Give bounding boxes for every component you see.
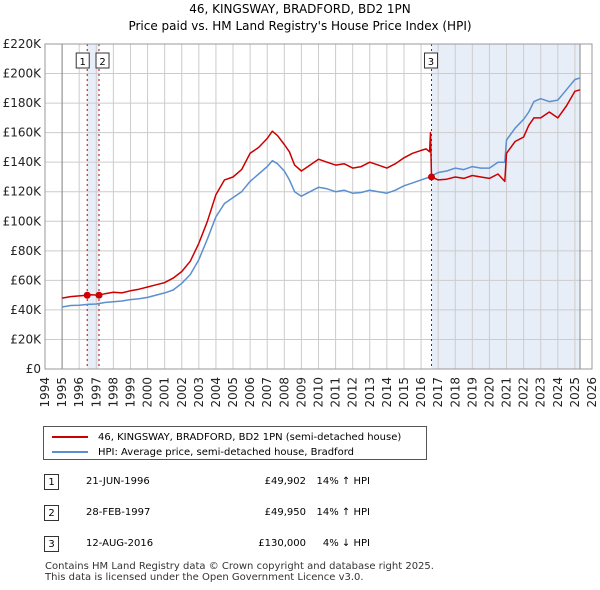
x-tick-label: 2018 (448, 377, 462, 408)
x-tick-label: 1994 (38, 377, 52, 408)
x-tick-label: 2024 (551, 377, 565, 408)
sale-hpi-diff: 14% ↑ HPI (316, 507, 370, 518)
y-tick-label: £220K (3, 37, 43, 51)
x-tick-label: 2011 (329, 377, 343, 408)
legend-item-hpi: HPI: Average price, semi-detached house,… (52, 445, 354, 459)
y-tick-label: £200K (3, 67, 43, 81)
y-tick-label: £120K (3, 185, 43, 199)
sale-hpi-diff: 4% ↓ HPI (322, 538, 370, 549)
footer-line-2: This data is licensed under the Open Gov… (45, 572, 364, 583)
sale-number-badge: 1 (44, 474, 59, 490)
sale-point (83, 291, 91, 299)
hpi-line (61, 77, 581, 308)
x-tick-label: 1998 (106, 377, 120, 408)
x-tick-label: 1995 (55, 377, 69, 408)
price-chart: 46, KINGSWAY, BRADFORD, BD2 1PN Price pa… (3, 2, 599, 408)
sale-price: £130,000 (258, 538, 306, 549)
x-tick-label: 2026 (585, 377, 599, 408)
x-tick-label: 1999 (123, 377, 137, 408)
x-tick-label: 1997 (89, 377, 103, 408)
sale-date: 12-AUG-2016 (86, 538, 154, 549)
y-tick-label: £160K (3, 126, 43, 140)
y-tick-label: £100K (3, 214, 43, 228)
y-tick-label: £180K (3, 96, 43, 110)
footer-attribution: Contains HM Land Registry data © Crown c… (45, 561, 434, 583)
y-tick-label: £60K (10, 273, 42, 287)
sale-number-label: 2 (99, 57, 105, 68)
x-tick-label: 2021 (500, 377, 514, 408)
sale-price: £49,950 (264, 507, 306, 518)
x-tick-label: 2023 (534, 377, 548, 408)
sale-number-badge: 2 (44, 505, 59, 521)
x-tick-label: 2000 (141, 377, 155, 408)
y-tick-label: £140K (3, 155, 43, 169)
x-tick-label: 2012 (346, 377, 360, 408)
sale-date: 28-FEB-1997 (86, 507, 151, 518)
x-tick-label: 2005 (226, 377, 240, 408)
x-tick-label: 2009 (294, 377, 308, 408)
sale-point (95, 291, 103, 299)
x-tick-label: 2007 (260, 377, 274, 408)
plot-border (44, 43, 593, 370)
sale-number-box (75, 52, 90, 69)
legend-swatch-hpi (52, 451, 88, 453)
x-tick-label: 2003 (192, 377, 206, 408)
sale-number-box (423, 52, 438, 69)
sale-row: 1 21-JUN-1996 £49,902 14% ↑ HPI (40, 473, 460, 491)
sale-row: 2 28-FEB-1997 £49,950 14% ↑ HPI (40, 504, 460, 522)
chart-subtitle: Price paid vs. HM Land Registry's House … (128, 19, 471, 33)
y-tick-label: £20K (10, 332, 42, 346)
sale-row: 3 12-AUG-2016 £130,000 4% ↓ HPI (40, 535, 460, 553)
x-tick-label: 2015 (397, 377, 411, 408)
y-tick-label: £40K (10, 303, 42, 317)
shaded-period (431, 44, 581, 369)
x-tick-label: 2017 (431, 377, 445, 408)
sale-number-label: 1 (80, 57, 86, 68)
x-tick-label: 2014 (380, 377, 394, 408)
chart-title: 46, KINGSWAY, BRADFORD, BD2 1PN (189, 2, 411, 16)
legend-item-property: 46, KINGSWAY, BRADFORD, BD2 1PN (semi-de… (52, 430, 401, 444)
sale-number-box (95, 52, 110, 69)
sale-hpi-diff: 14% ↑ HPI (316, 476, 370, 487)
sale-number-label: 3 (428, 57, 434, 68)
sale-price: £49,902 (264, 476, 306, 487)
y-tick-label: £80K (10, 244, 42, 258)
x-tick-label: 2013 (363, 377, 377, 408)
shaded-period (87, 44, 100, 369)
x-tick-label: 2025 (568, 377, 582, 408)
legend-swatch-property (52, 436, 88, 438)
sale-number-badge: 3 (44, 536, 59, 552)
sale-point (427, 173, 435, 181)
x-tick-label: 1996 (72, 377, 86, 408)
legend-label-property: 46, KINGSWAY, BRADFORD, BD2 1PN (semi-de… (98, 431, 402, 443)
sale-date: 21-JUN-1996 (86, 476, 150, 487)
y-tick-label: £0 (26, 362, 41, 376)
legend-label-hpi: HPI: Average price, semi-detached house,… (98, 446, 354, 458)
x-tick-label: 2016 (414, 377, 428, 408)
x-tick-label: 2002 (175, 377, 189, 408)
legend: 46, KINGSWAY, BRADFORD, BD2 1PN (semi-de… (43, 426, 427, 460)
footer-line-1: Contains HM Land Registry data © Crown c… (45, 561, 434, 572)
x-tick-label: 2022 (517, 377, 531, 408)
x-tick-label: 2010 (312, 377, 326, 408)
x-tick-label: 2008 (277, 377, 291, 408)
x-tick-label: 2019 (465, 377, 479, 408)
x-tick-label: 2004 (209, 377, 223, 408)
x-tick-label: 2020 (482, 377, 496, 408)
x-tick-label: 2006 (243, 377, 257, 408)
property-price-line (61, 89, 581, 299)
x-tick-label: 2001 (158, 377, 172, 408)
